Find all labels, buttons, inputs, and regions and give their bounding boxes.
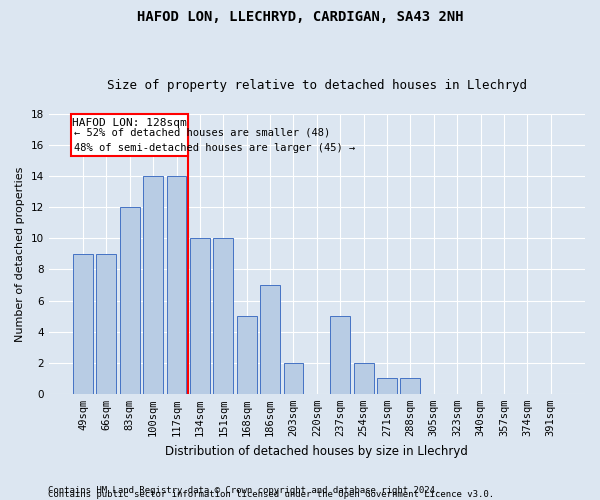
Text: HAFOD LON, LLECHRYD, CARDIGAN, SA43 2NH: HAFOD LON, LLECHRYD, CARDIGAN, SA43 2NH [137,10,463,24]
Bar [353,362,374,394]
Bar [73,254,93,394]
Text: ← 52% of detached houses are smaller (48): ← 52% of detached houses are smaller (48… [74,128,330,138]
Y-axis label: Number of detached properties: Number of detached properties [15,166,25,342]
Bar [190,238,210,394]
Bar [330,316,350,394]
Bar [284,362,304,394]
Bar [143,176,163,394]
Text: Contains HM Land Registry data © Crown copyright and database right 2024.: Contains HM Land Registry data © Crown c… [48,486,440,495]
Bar [260,285,280,394]
Bar [97,254,116,394]
Bar [71,114,188,156]
Text: 48% of semi-detached houses are larger (45) →: 48% of semi-detached houses are larger (… [74,142,355,152]
Title: Size of property relative to detached houses in Llechryd: Size of property relative to detached ho… [107,79,527,92]
Bar [400,378,421,394]
Bar [237,316,257,394]
Bar [214,238,233,394]
Bar [167,176,187,394]
Text: HAFOD LON: 128sqm: HAFOD LON: 128sqm [73,118,187,128]
Bar [120,208,140,394]
Bar [377,378,397,394]
Text: Contains public sector information licensed under the Open Government Licence v3: Contains public sector information licen… [48,490,494,499]
X-axis label: Distribution of detached houses by size in Llechryd: Distribution of detached houses by size … [166,444,468,458]
